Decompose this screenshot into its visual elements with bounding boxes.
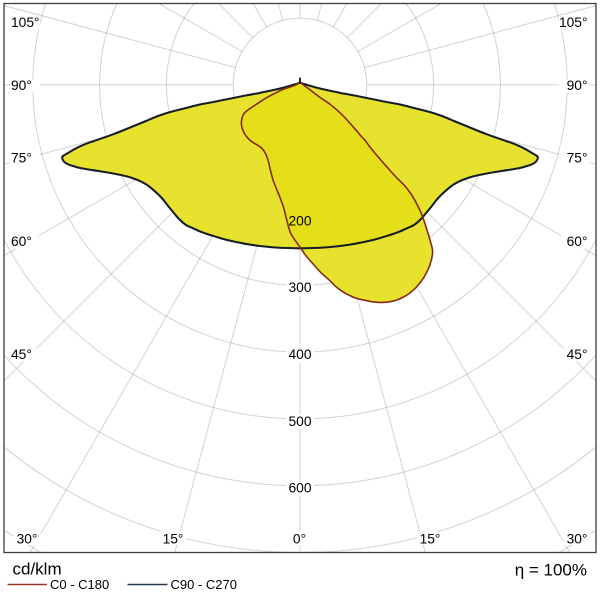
svg-text:300: 300 [288, 280, 311, 295]
svg-text:60°: 60° [567, 234, 588, 249]
svg-text:15°: 15° [163, 532, 184, 547]
svg-text:cd/klm: cd/klm [13, 560, 62, 579]
svg-text:15°: 15° [420, 532, 441, 547]
svg-text:90°: 90° [11, 78, 32, 93]
svg-text:105°: 105° [11, 15, 40, 30]
svg-text:C0 - C180: C0 - C180 [50, 577, 109, 592]
svg-text:500: 500 [288, 414, 311, 429]
svg-text:η = 100%: η = 100% [515, 561, 587, 580]
svg-text:75°: 75° [567, 151, 588, 166]
svg-text:90°: 90° [567, 78, 588, 93]
svg-text:C90 - C270: C90 - C270 [171, 577, 237, 592]
svg-text:30°: 30° [567, 532, 588, 547]
svg-text:30°: 30° [17, 532, 38, 547]
svg-text:400: 400 [288, 347, 311, 362]
svg-text:200: 200 [288, 213, 311, 228]
svg-text:45°: 45° [11, 347, 32, 362]
svg-text:75°: 75° [11, 151, 32, 166]
svg-text:0°: 0° [293, 532, 306, 547]
svg-text:105°: 105° [559, 15, 588, 30]
svg-text:45°: 45° [567, 347, 588, 362]
svg-text:60°: 60° [11, 234, 32, 249]
svg-text:600: 600 [288, 481, 311, 496]
